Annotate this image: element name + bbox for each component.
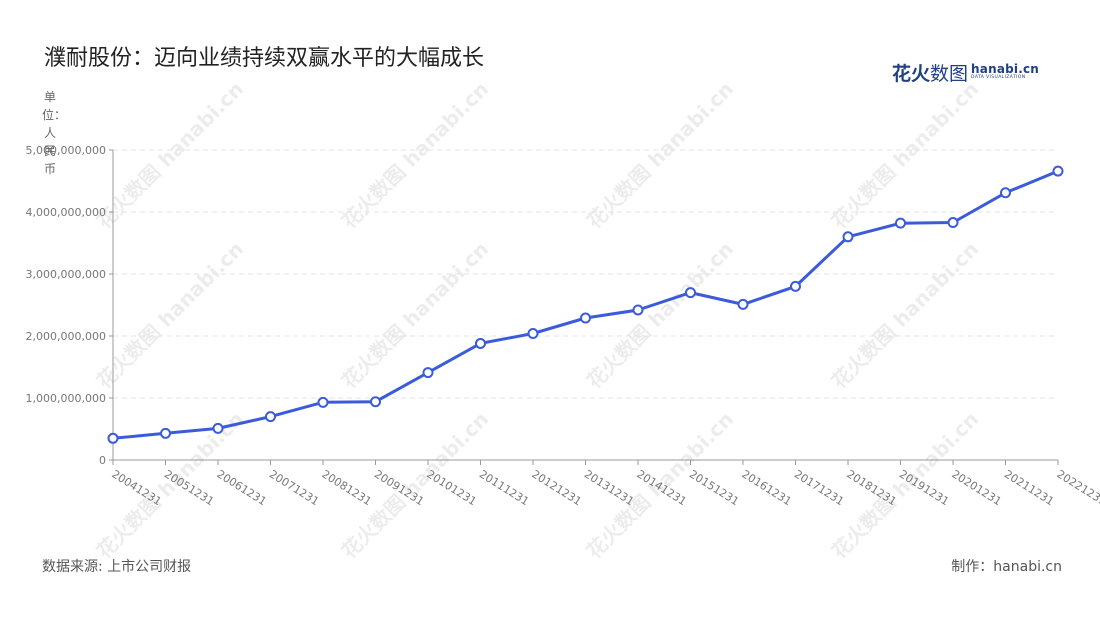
data-source: 数据来源: 上市公司财报	[42, 559, 192, 575]
watermark-text: 花火数图 hanabi.cn	[827, 407, 983, 563]
x-tick-label: 20161231	[739, 468, 793, 509]
x-tick-label: 20151231	[687, 468, 741, 509]
data-point	[212, 422, 224, 434]
y-tick-label: 4,000,000,000	[26, 206, 106, 219]
watermark-text: 花火数图 hanabi.cn	[337, 407, 493, 563]
data-point	[790, 280, 801, 292]
brand-logo: 花火 数图 hanabi.cn DATA VISUALIZATION	[892, 60, 1039, 85]
x-tick-label: 20131231	[582, 468, 636, 509]
data-point	[160, 427, 171, 439]
data-point	[737, 298, 749, 310]
watermark-text: 花火数图 hanabi.cn	[92, 77, 248, 233]
x-tick-label: 20121231	[529, 468, 583, 509]
logo-text-bold: 花火	[892, 62, 931, 85]
x-tick-label: 20201231	[949, 468, 1003, 509]
y-tick-labels: 0 1,000,000,000 2,000,000,000 3,000,000,000…	[26, 144, 106, 467]
data-point	[685, 287, 696, 299]
x-tick-label: 20111231	[477, 468, 531, 509]
x-tick-label: 20101231	[424, 468, 478, 509]
logo-english: hanabi.cn DATA VISUALIZATION	[971, 63, 1039, 81]
data-point	[265, 411, 276, 423]
y-tick-label: 5,000,000,000	[26, 144, 106, 157]
data-point	[895, 217, 906, 229]
data-point	[475, 337, 486, 349]
data-point	[1052, 165, 1064, 177]
x-tick-label: 20081231	[319, 468, 373, 509]
gridlines	[113, 149, 1058, 399]
data-point	[527, 328, 539, 340]
data-point	[422, 367, 434, 379]
watermark-text: 花火数图 hanabi.cn	[582, 77, 738, 233]
y-tick-label: 2,000,000,000	[26, 330, 106, 343]
watermark-text: 花火数图 hanabi.cn	[337, 237, 493, 393]
data-point	[632, 304, 644, 316]
data-point	[842, 231, 854, 243]
axes	[109, 149, 1059, 465]
x-tick-label: 20211231	[1002, 468, 1056, 509]
x-tick-label: 20061231	[214, 468, 268, 509]
watermark-text: 花火数图 hanabi.cn	[337, 77, 493, 233]
data-points	[107, 165, 1064, 444]
y-tick-label: 1,000,000,000	[26, 392, 106, 405]
x-tick-label: 20221231	[1054, 468, 1100, 509]
watermark-text: 花火数图 hanabi.cn	[827, 237, 983, 393]
watermark-text: 花火数图 hanabi.cn	[827, 77, 983, 233]
data-point	[107, 432, 119, 444]
data-point	[947, 217, 959, 229]
y-tick-label: 3,000,000,000	[26, 268, 106, 281]
logo-english-text: hanabi.cn	[971, 62, 1040, 77]
data-point	[1000, 187, 1011, 199]
y-axis-unit-label: 单位：人民币	[42, 90, 67, 176]
x-tick-labels: 2004123120051231200612312007123120081231…	[109, 468, 1100, 509]
y-tick-label: 0	[99, 454, 106, 467]
watermark-text: 花火数图 hanabi.cn	[92, 237, 248, 393]
x-tick-label: 20071231	[267, 468, 321, 509]
credit-text: 制作：hanabi.cn	[951, 559, 1062, 575]
logo-english-subtitle: DATA VISUALIZATION	[971, 75, 1026, 81]
x-tick-label: 20171231	[792, 468, 846, 509]
data-point	[580, 312, 591, 324]
data-point	[317, 396, 329, 408]
data-point	[370, 396, 381, 408]
chart-title: 濮耐股份：迈向业绩持续双赢水平的大幅成长	[44, 46, 485, 71]
logo-text-light: 数图	[930, 62, 969, 85]
